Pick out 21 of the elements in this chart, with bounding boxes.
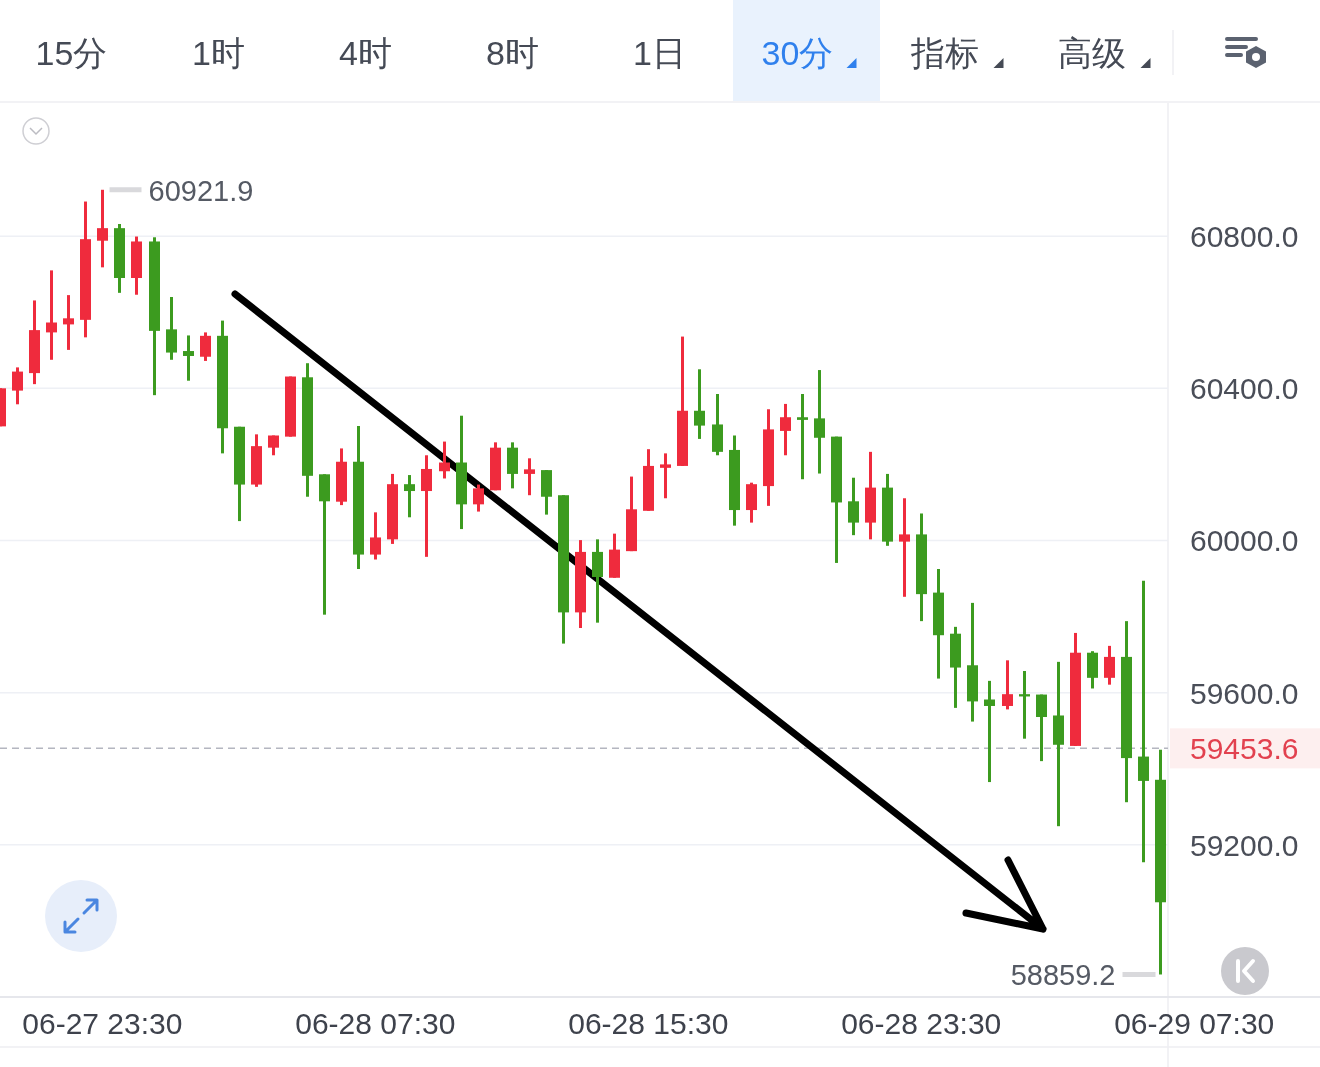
x-tick-label: 06-27 23:30 xyxy=(22,1007,183,1040)
text: 1时 xyxy=(192,34,245,72)
x-tick-label: 06-28 23:30 xyxy=(841,1007,1002,1040)
text: 8时 xyxy=(486,34,539,72)
text: 高级 xyxy=(1057,34,1126,72)
x-tick-label: 06-28 07:30 xyxy=(295,1007,456,1040)
ref-line-label: 59453.6 xyxy=(1190,732,1299,766)
y-tick-label: 60000.0 xyxy=(1190,524,1299,558)
y-tick-label: 60400.0 xyxy=(1190,372,1299,406)
text: 4时 xyxy=(339,34,392,72)
annotation: 60921.9 xyxy=(148,174,254,207)
text: 30分 xyxy=(761,34,834,72)
x-tick-label: 06-28 15:30 xyxy=(568,1007,729,1040)
y-tick-label: 60800.0 xyxy=(1190,220,1299,254)
text: 指标 xyxy=(909,34,979,72)
text: 1日 xyxy=(633,34,686,72)
text: 15分 xyxy=(35,34,108,72)
y-tick-label: 59200.0 xyxy=(1190,828,1299,862)
y-tick-label: 59600.0 xyxy=(1190,676,1299,710)
x-tick-label: 06-29 07:30 xyxy=(1114,1007,1275,1040)
annotation: 58859.2 xyxy=(1010,959,1116,992)
